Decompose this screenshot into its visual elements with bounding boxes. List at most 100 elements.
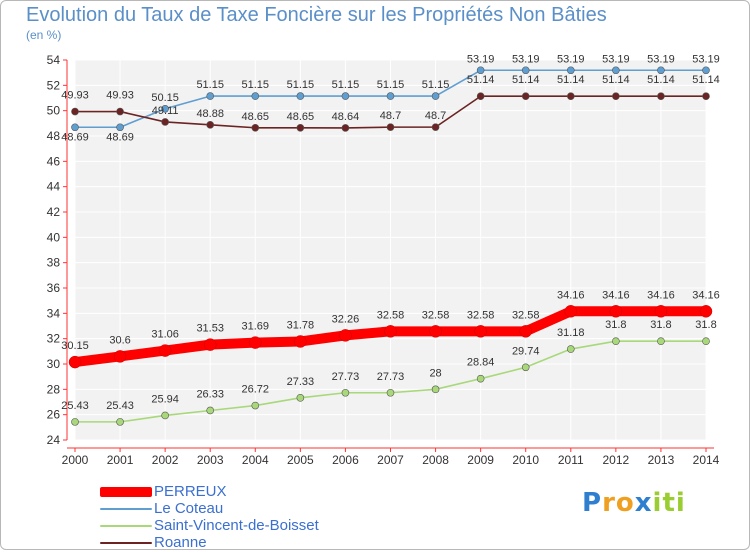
- data-label-saint-vincent: 31.8: [650, 319, 671, 331]
- y-tick-label: 54: [47, 53, 61, 67]
- data-label-le-coteau: 48.69: [106, 131, 134, 143]
- data-label-perreux: 30.15: [61, 340, 89, 352]
- data-point-saint-vincent: [251, 401, 260, 410]
- data-point-saint-vincent: [296, 394, 305, 402]
- proxiti-logo: Proxiti: [582, 488, 686, 518]
- data-point-perreux: [294, 335, 307, 348]
- data-point-perreux: [699, 305, 713, 318]
- data-label-saint-vincent: 27.33: [287, 376, 315, 388]
- data-point-perreux: [384, 325, 397, 338]
- data-label-perreux: 34.16: [602, 289, 630, 301]
- x-tick-label: 2001: [107, 453, 134, 467]
- data-label-roanne: 48.7: [425, 110, 446, 122]
- x-tick-label: 2010: [512, 453, 539, 467]
- data-label-roanne: 51.14: [647, 74, 675, 86]
- data-point-perreux: [113, 350, 127, 363]
- data-point-roanne: [206, 121, 215, 129]
- data-point-le-coteau: [251, 92, 260, 100]
- legend-label-roanne: Roanne: [154, 534, 207, 551]
- data-label-le-coteau: 48.69: [61, 131, 89, 143]
- data-point-le-coteau: [566, 66, 575, 75]
- data-point-le-coteau: [386, 92, 395, 100]
- data-point-perreux: [654, 305, 668, 318]
- data-point-saint-vincent: [206, 406, 215, 415]
- data-point-roanne: [161, 118, 169, 126]
- y-tick-label: 30: [47, 357, 61, 371]
- data-point-perreux: [249, 336, 262, 349]
- data-label-roanne: 49.11: [152, 105, 179, 117]
- data-point-perreux: [519, 325, 532, 338]
- data-label-le-coteau: 51.15: [422, 79, 450, 91]
- data-label-saint-vincent: 25.43: [61, 400, 89, 412]
- data-label-le-coteau: 53.19: [467, 53, 495, 65]
- y-tick-label: 32: [47, 332, 61, 346]
- data-label-perreux: 34.16: [692, 289, 720, 301]
- data-label-roanne: 51.14: [557, 74, 585, 86]
- data-label-saint-vincent: 26.72: [242, 384, 270, 396]
- y-tick-label: 52: [47, 78, 61, 92]
- data-label-le-coteau: 51.15: [332, 79, 360, 91]
- data-point-saint-vincent: [566, 345, 575, 353]
- data-point-saint-vincent: [116, 418, 124, 426]
- y-axis-unit-label: (en %): [26, 28, 62, 42]
- data-label-le-coteau: 53.19: [512, 53, 540, 65]
- data-point-saint-vincent: [476, 374, 485, 383]
- data-label-roanne: 51.14: [602, 74, 630, 86]
- x-tick-label: 2003: [197, 453, 224, 467]
- data-point-le-coteau: [431, 92, 440, 100]
- y-tick-label: 28: [47, 382, 61, 396]
- y-tick-label: 44: [47, 180, 61, 194]
- x-tick-label: 2006: [332, 453, 359, 467]
- data-label-perreux: 34.16: [557, 289, 585, 301]
- data-label-perreux: 32.58: [512, 309, 540, 321]
- x-tick-label: 2009: [467, 453, 494, 467]
- x-tick-label: 2008: [422, 453, 449, 467]
- data-point-roanne: [431, 123, 440, 131]
- y-tick-label: 26: [47, 408, 61, 422]
- x-tick-label: 2011: [558, 453, 584, 467]
- logo-letter: i: [652, 488, 663, 518]
- data-point-le-coteau: [702, 66, 710, 75]
- y-tick-label: 40: [47, 230, 61, 244]
- data-point-perreux: [158, 344, 172, 357]
- y-tick-label: 46: [47, 154, 61, 168]
- data-point-le-coteau: [116, 123, 124, 132]
- data-point-saint-vincent: [612, 337, 620, 346]
- data-label-le-coteau: 53.19: [602, 53, 630, 65]
- x-tick-label: 2005: [287, 453, 314, 467]
- data-label-perreux: 31.06: [151, 329, 179, 341]
- data-label-le-coteau: 53.19: [557, 53, 585, 65]
- y-tick-label: 42: [47, 205, 61, 219]
- data-point-roanne: [521, 92, 530, 101]
- data-label-saint-vincent: 31.8: [605, 319, 626, 331]
- legend-swatch-perreux: [100, 487, 152, 497]
- data-label-saint-vincent: 31.18: [557, 327, 585, 339]
- data-point-roanne: [71, 107, 79, 116]
- data-label-roanne: 51.14: [692, 74, 720, 86]
- data-label-le-coteau: 51.15: [287, 79, 315, 91]
- logo-letter: x: [634, 488, 653, 518]
- data-point-le-coteau: [612, 66, 620, 75]
- data-point-saint-vincent: [386, 388, 395, 397]
- logo-letter: r: [602, 488, 616, 518]
- data-label-roanne: 48.7: [380, 110, 401, 122]
- data-point-saint-vincent: [702, 337, 710, 346]
- data-point-saint-vincent: [341, 388, 350, 397]
- data-label-perreux: 32.58: [422, 309, 450, 321]
- data-label-le-coteau: 50.15: [151, 92, 179, 104]
- data-label-perreux: 30.6: [109, 334, 130, 346]
- data-point-roanne: [296, 123, 305, 132]
- data-label-saint-vincent: 31.8: [695, 319, 716, 331]
- data-point-roanne: [476, 92, 485, 101]
- data-label-perreux: 31.69: [242, 321, 270, 333]
- data-point-saint-vincent: [431, 385, 440, 394]
- y-tick-label: 38: [47, 256, 61, 270]
- data-label-roanne: 48.65: [242, 111, 270, 123]
- data-point-perreux: [68, 355, 82, 369]
- data-point-le-coteau: [71, 123, 79, 132]
- legend-swatch-saint-vincent: [100, 525, 152, 527]
- data-point-perreux: [609, 305, 623, 318]
- data-label-perreux: 31.78: [287, 319, 315, 331]
- legend-label-saint-vincent: Saint-Vincent-de-Boisset: [154, 517, 319, 534]
- x-tick-label: 2000: [62, 453, 89, 467]
